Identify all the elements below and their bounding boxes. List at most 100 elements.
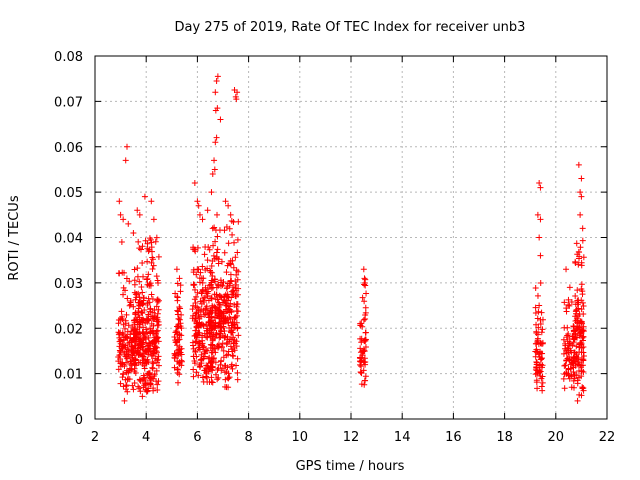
- data-point: [227, 278, 234, 285]
- data-point: [570, 339, 577, 346]
- data-point: [199, 286, 206, 293]
- data-point: [234, 355, 241, 362]
- data-point: [212, 296, 219, 303]
- data-point: [533, 346, 540, 353]
- data-point: [146, 235, 153, 242]
- data-point: [122, 342, 129, 349]
- data-point: [357, 355, 364, 362]
- data-point: [228, 294, 235, 301]
- data-point: [538, 364, 545, 371]
- data-point: [566, 302, 573, 309]
- data-point: [130, 303, 137, 310]
- data-point: [577, 189, 584, 196]
- data-point: [196, 315, 203, 322]
- data-point: [178, 332, 185, 339]
- data-point: [222, 291, 229, 298]
- data-point: [212, 331, 219, 338]
- data-point: [577, 211, 584, 218]
- data-point: [578, 286, 585, 293]
- data-point: [223, 285, 230, 292]
- data-point: [574, 380, 581, 387]
- data-point: [196, 279, 203, 286]
- data-point: [143, 329, 150, 336]
- data-point: [209, 379, 216, 386]
- data-point: [537, 252, 544, 259]
- data-point: [205, 314, 212, 321]
- x-tick-label: 12: [343, 430, 360, 445]
- data-point: [575, 354, 582, 361]
- x-tick-labels: 2 4 6 8 10 12 14 16 18 20 22: [91, 430, 615, 445]
- data-point: [144, 300, 151, 307]
- data-point: [570, 384, 577, 391]
- data-point: [155, 353, 162, 360]
- data-point: [139, 260, 146, 267]
- data-point: [572, 308, 579, 315]
- data-point: [146, 371, 153, 378]
- data-point: [229, 231, 236, 238]
- data-point: [139, 289, 146, 296]
- data-point: [204, 207, 211, 214]
- data-point: [561, 345, 568, 352]
- data-point: [565, 356, 572, 363]
- data-point: [202, 243, 209, 250]
- data-point: [173, 266, 180, 273]
- data-point: [153, 367, 160, 374]
- data-point: [362, 359, 369, 366]
- data-point: [578, 281, 585, 288]
- data-point: [122, 353, 129, 360]
- scatter-points: [115, 73, 587, 404]
- data-point: [200, 322, 207, 329]
- x-tick-label: 2: [91, 430, 99, 445]
- data-point: [147, 305, 154, 312]
- data-point: [208, 285, 215, 292]
- data-point: [136, 344, 143, 351]
- data-point: [149, 365, 156, 372]
- data-point: [119, 269, 126, 276]
- data-point: [148, 259, 155, 266]
- data-point: [191, 180, 198, 187]
- data-point: [571, 372, 578, 379]
- data-point: [193, 293, 200, 300]
- data-point: [561, 299, 568, 306]
- data-point: [566, 284, 573, 291]
- data-point: [221, 369, 228, 376]
- y-tick-label: 0.02: [54, 322, 83, 337]
- data-point: [222, 333, 229, 340]
- data-point: [130, 386, 137, 393]
- data-point: [578, 356, 585, 363]
- data-point: [357, 320, 364, 327]
- data-point: [190, 282, 197, 289]
- y-tick-label: 0.08: [54, 50, 83, 65]
- data-point: [210, 355, 217, 362]
- data-point: [569, 342, 576, 349]
- data-point: [139, 352, 146, 359]
- data-point: [139, 243, 146, 250]
- data-point: [116, 330, 123, 337]
- data-point: [214, 233, 221, 240]
- data-point: [135, 305, 142, 312]
- data-point: [363, 290, 370, 297]
- data-point: [209, 272, 216, 279]
- data-point: [230, 264, 237, 271]
- data-point: [121, 397, 128, 404]
- data-point: [225, 348, 232, 355]
- data-point: [579, 334, 586, 341]
- data-point: [533, 370, 540, 377]
- data-point: [144, 258, 151, 265]
- data-point: [202, 267, 209, 274]
- data-point: [358, 354, 365, 361]
- data-point: [192, 327, 199, 334]
- data-point: [115, 366, 122, 373]
- data-point: [539, 339, 546, 346]
- data-point: [198, 351, 205, 358]
- data-point: [118, 239, 125, 246]
- data-point: [225, 240, 232, 247]
- data-point: [580, 323, 587, 330]
- data-point: [128, 339, 135, 346]
- data-point: [192, 300, 199, 306]
- data-point: [536, 180, 543, 187]
- data-point: [212, 310, 219, 317]
- data-point: [154, 334, 161, 341]
- y-tick-label: 0.04: [54, 232, 83, 247]
